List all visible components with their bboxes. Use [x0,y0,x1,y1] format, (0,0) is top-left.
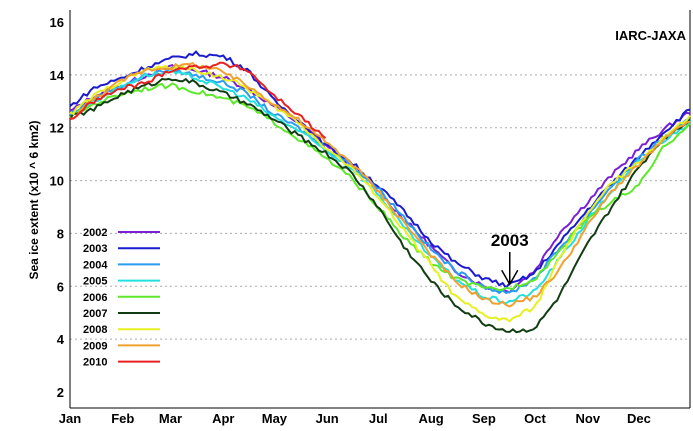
y-tick-label: 14 [50,68,65,83]
legend-label-2004: 2004 [83,259,108,271]
x-tick-label: Jun [316,411,339,426]
series-line-2005 [69,69,691,305]
legend-label-2005: 2005 [83,276,107,288]
y-axis-label: Sea ice extent (x10 ^ 6 km2) [27,120,41,279]
legend-label-2009: 2009 [83,340,107,352]
x-tick-label: Dec [627,411,651,426]
grid [70,74,690,340]
legend-label-2002: 2002 [83,227,107,239]
annotation-arrowhead [501,269,519,286]
series-line-2006 [69,82,691,292]
y-tick-label: 2 [57,385,64,400]
legend: 2002 2003 2004 2005 2006 2007 2008 2009 2010 [83,227,160,369]
x-tick-label: Feb [111,411,134,426]
annotation: 2003 [491,231,529,286]
series-line-2010 [69,61,327,139]
annotation-label: 2003 [491,231,529,250]
watermark-iarc-jaxa: IARC-JAXA [615,28,686,43]
y-tick-label: 16 [50,15,64,30]
y-tick-label: 4 [57,332,65,347]
legend-label-2007: 2007 [83,308,107,320]
x-tick-label: Mar [159,411,182,426]
series-line-2007 [69,77,691,334]
series-line-2003 [69,50,691,290]
x-tick-label: Apr [212,411,234,426]
legend-label-2008: 2008 [83,324,107,336]
y-tick-label: 8 [57,226,64,241]
legend-label-2010: 2010 [83,357,107,369]
legend-label-2006: 2006 [83,292,107,304]
y-tick-label: 12 [50,121,64,136]
x-tick-label: Jul [369,411,388,426]
x-tick-label: Aug [418,411,443,426]
series-line-2002 [69,63,691,294]
series-lines [69,50,691,334]
series-line-2009 [70,61,691,308]
legend-label-2003: 2003 [83,243,107,255]
y-tick-label: 10 [50,174,64,189]
x-tick-label: Nov [576,411,601,426]
y-tick-label: 6 [57,279,64,294]
x-tick-label: May [262,411,288,426]
axes: 2 4 6 8 10 12 14 16 Jan Feb Mar Apr May Jun Jul Aug Sep O… [50,10,691,426]
x-tick-label: Jan [59,411,81,426]
x-tick-label: Sep [472,411,496,426]
x-tick-label: Oct [524,411,546,426]
